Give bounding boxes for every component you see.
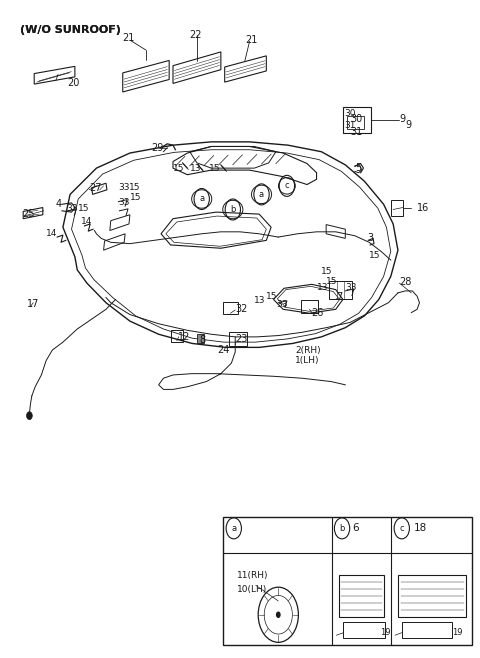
Bar — [301, 300, 318, 313]
Text: 7: 7 — [336, 293, 342, 303]
Text: 13: 13 — [190, 164, 201, 172]
Bar — [197, 334, 204, 343]
Text: 33: 33 — [118, 184, 130, 192]
Bar — [347, 116, 364, 130]
Text: b: b — [230, 205, 236, 214]
Text: 23: 23 — [235, 334, 248, 344]
Text: 15: 15 — [369, 251, 381, 260]
Text: 15: 15 — [326, 277, 337, 286]
Text: 10(LH): 10(LH) — [237, 585, 267, 594]
Text: 33: 33 — [67, 205, 78, 213]
Text: 15: 15 — [129, 184, 141, 192]
Text: 15: 15 — [322, 267, 333, 276]
Text: a: a — [199, 195, 204, 203]
Text: a: a — [259, 190, 264, 199]
Text: (W/O SUNROOF): (W/O SUNROOF) — [20, 25, 120, 36]
Text: 18: 18 — [413, 523, 427, 534]
Text: 33: 33 — [276, 299, 288, 309]
Text: 14: 14 — [81, 218, 93, 226]
Text: 15: 15 — [78, 205, 90, 213]
Text: c: c — [399, 524, 404, 533]
Text: 13: 13 — [317, 283, 328, 292]
Text: 33: 33 — [118, 198, 130, 207]
Text: 29: 29 — [152, 143, 164, 153]
Text: 15: 15 — [130, 193, 142, 202]
Text: 32: 32 — [235, 304, 248, 315]
Text: 16: 16 — [417, 203, 429, 213]
Text: 12: 12 — [178, 332, 190, 342]
Text: 17: 17 — [27, 299, 39, 309]
Text: 2(RH): 2(RH) — [295, 345, 321, 355]
Text: 31: 31 — [344, 121, 356, 130]
Text: 19: 19 — [381, 628, 391, 637]
Bar — [344, 622, 385, 638]
Text: 8: 8 — [200, 335, 206, 345]
Bar — [391, 199, 403, 216]
Text: 6: 6 — [352, 523, 359, 534]
Text: 15: 15 — [266, 291, 278, 301]
Text: 5: 5 — [355, 163, 361, 173]
Bar — [223, 302, 238, 314]
Text: a: a — [231, 524, 236, 533]
Text: 33: 33 — [345, 283, 357, 292]
Bar — [329, 281, 352, 299]
Text: 11(RH): 11(RH) — [237, 570, 268, 580]
Bar — [228, 332, 247, 346]
Text: 30: 30 — [350, 114, 362, 124]
Circle shape — [276, 611, 281, 618]
Text: 24: 24 — [217, 345, 230, 355]
Text: 3: 3 — [367, 234, 373, 243]
Text: 26: 26 — [311, 307, 323, 318]
Text: 13: 13 — [254, 296, 266, 305]
Bar — [170, 330, 182, 342]
Text: 1(LH): 1(LH) — [295, 356, 320, 365]
Text: 15: 15 — [173, 164, 184, 172]
Text: 28: 28 — [399, 277, 411, 287]
Text: (W/O SUNROOF): (W/O SUNROOF) — [20, 25, 120, 36]
Circle shape — [26, 412, 32, 420]
Bar — [402, 622, 452, 638]
Text: 30: 30 — [344, 109, 356, 118]
Text: 22: 22 — [190, 30, 202, 40]
Text: 20: 20 — [68, 78, 80, 88]
Text: c: c — [285, 182, 289, 190]
Text: 9: 9 — [399, 114, 406, 124]
Text: 4: 4 — [56, 199, 62, 209]
Text: 31: 31 — [350, 127, 362, 137]
Bar — [343, 107, 371, 134]
Bar — [223, 517, 472, 645]
Text: 15: 15 — [209, 164, 220, 172]
Text: 27: 27 — [89, 183, 102, 193]
Text: 9: 9 — [405, 120, 411, 130]
Text: 14: 14 — [46, 229, 58, 238]
Text: 21: 21 — [245, 35, 257, 45]
Text: b: b — [339, 524, 345, 533]
Text: 19: 19 — [452, 628, 462, 637]
Text: 21: 21 — [123, 33, 135, 43]
Text: 25: 25 — [22, 209, 35, 219]
